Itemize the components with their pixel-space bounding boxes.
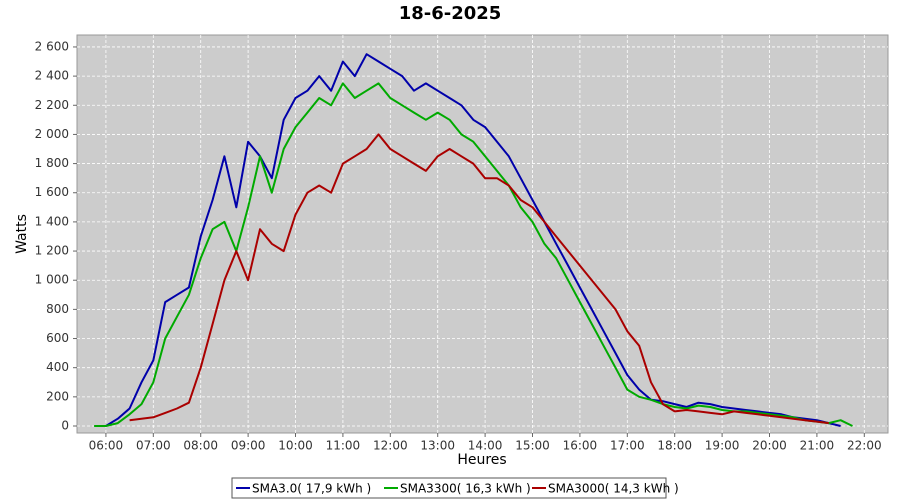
x-tick-label: 16:00 (563, 439, 598, 453)
x-tick-label: 11:00 (326, 439, 361, 453)
x-tick-label: 13:00 (420, 439, 455, 453)
y-tick-label: 1 800 (35, 156, 69, 170)
x-tick-label: 17:00 (610, 439, 645, 453)
x-tick-label: 12:00 (373, 439, 408, 453)
y-tick-label: 400 (46, 360, 69, 374)
legend-label: SMA3000( 14,3 kWh ) (548, 482, 679, 496)
y-tick-label: 800 (46, 302, 69, 316)
x-axis-label: Heures (457, 452, 506, 468)
legend-label: SMA3.0( 17,9 kWh ) (252, 482, 371, 496)
y-tick-label: 1 000 (35, 273, 69, 287)
x-tick-label: 08:00 (183, 439, 218, 453)
y-tick-label: 200 (46, 389, 69, 403)
x-tick-label: 06:00 (89, 439, 124, 453)
y-tick-label: 1 400 (35, 214, 69, 228)
y-tick-label: 2 600 (35, 39, 69, 53)
chart-title: 18-6-2025 (399, 3, 502, 24)
legend (231, 477, 667, 499)
plot-area (76, 34, 889, 434)
series-line (94, 82, 853, 427)
x-tick-label: 20:00 (752, 439, 787, 453)
series-line (105, 53, 841, 427)
x-tick-label: 10:00 (278, 439, 313, 453)
y-tick-label: 2 200 (35, 98, 69, 112)
y-tick-label: 2 000 (35, 127, 69, 141)
x-tick-label: 07:00 (136, 439, 171, 453)
y-tick-label: 0 (61, 419, 69, 433)
y-tick-label: 2 400 (35, 69, 69, 83)
x-tick-label: 19:00 (705, 439, 740, 453)
y-tick-label: 1 200 (35, 244, 69, 258)
x-tick-label: 18:00 (657, 439, 692, 453)
legend-label: SMA3300( 16,3 kWh ) (400, 482, 531, 496)
x-tick-label: 21:00 (800, 439, 835, 453)
x-tick-label: 14:00 (468, 439, 503, 453)
x-tick-label: 09:00 (231, 439, 266, 453)
series-line (129, 133, 829, 425)
y-axis-label: Watts (14, 214, 30, 254)
y-tick-label: 600 (46, 331, 69, 345)
y-tick-label: 1 600 (35, 185, 69, 199)
x-tick-label: 15:00 (515, 439, 550, 453)
x-tick-label: 22:00 (847, 439, 882, 453)
